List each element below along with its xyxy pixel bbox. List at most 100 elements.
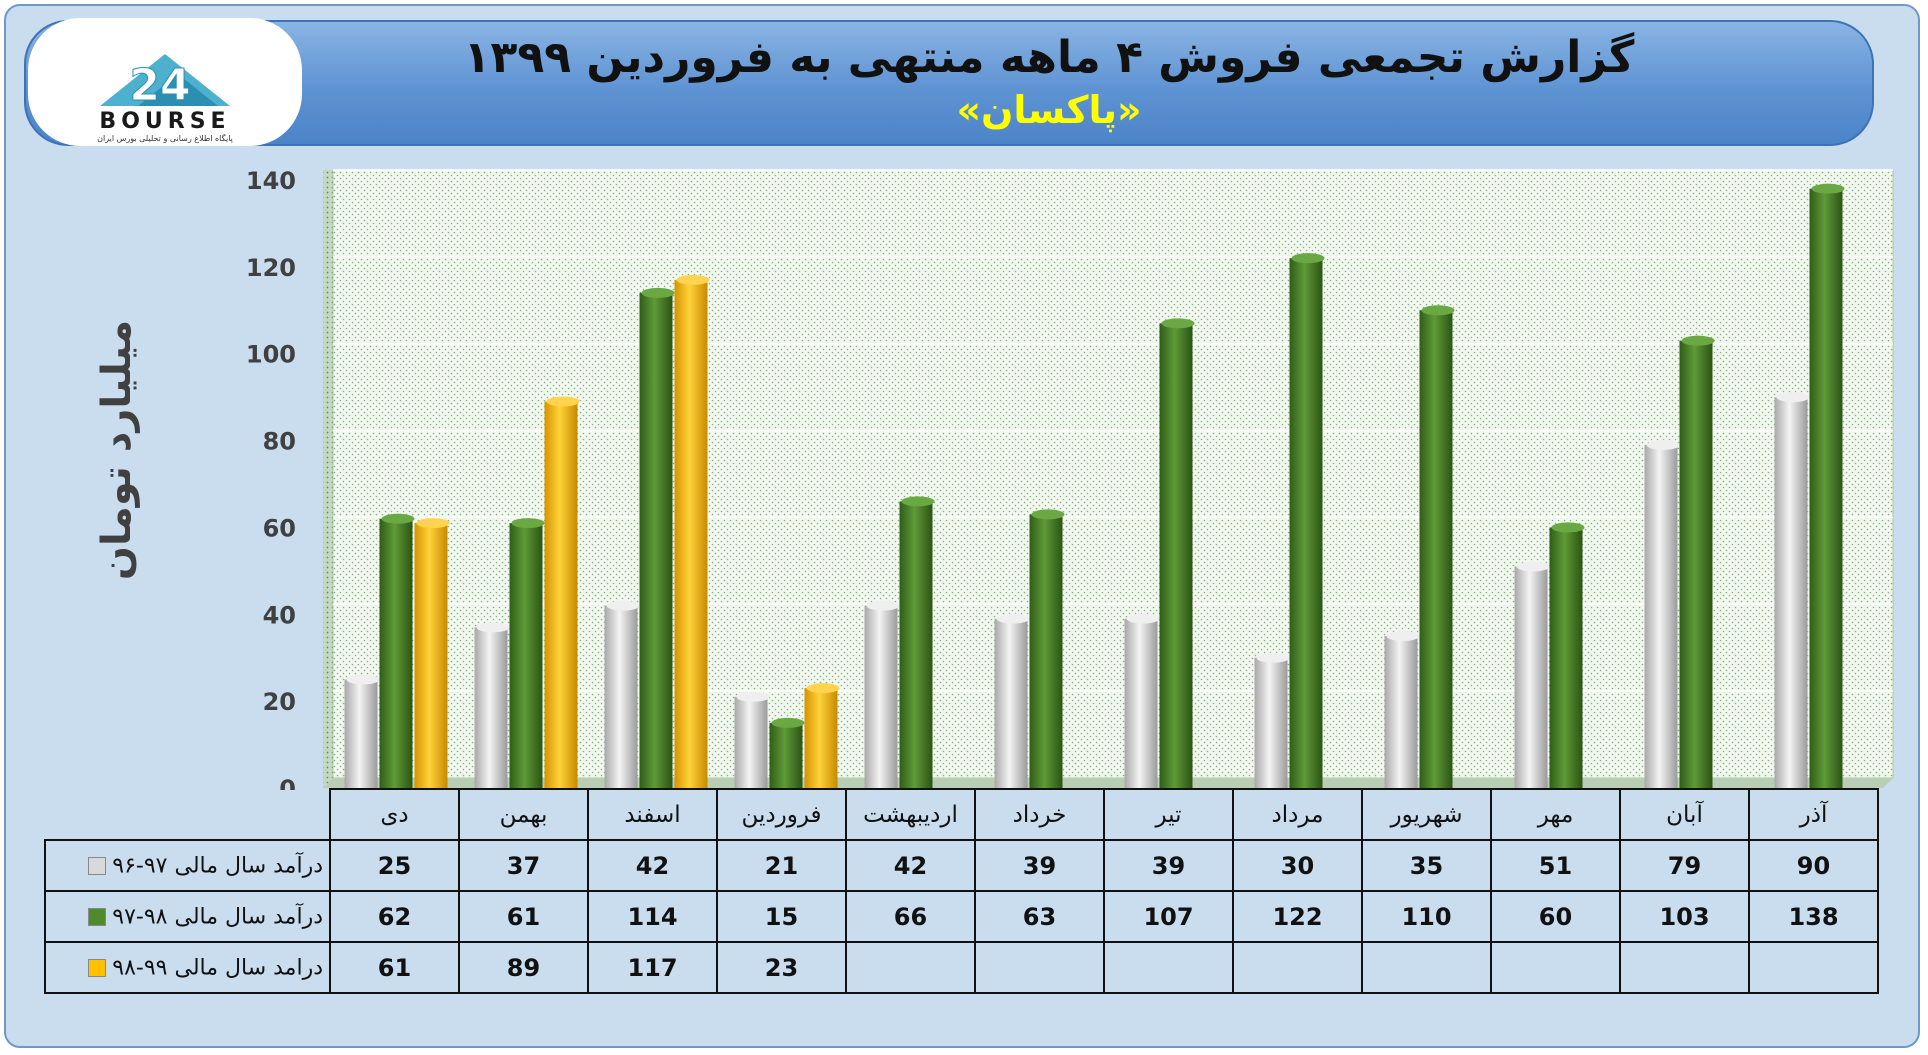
bar-cap: [476, 622, 510, 633]
y-tick-label: 120: [246, 254, 296, 282]
table-cell: 21: [716, 839, 847, 892]
table-corner: [45, 789, 331, 841]
table-cell: [974, 941, 1105, 994]
y-axis-label: میلیارد تومان: [94, 320, 140, 580]
legend-label: درآمد سال مالی ۹۷-۹۶: [112, 853, 323, 879]
table-cell: 15: [716, 890, 847, 943]
bar-cap: [1811, 183, 1845, 194]
table-cell: [1490, 941, 1621, 994]
bar-series-96-97: [994, 618, 1028, 788]
svg-text:24: 24: [129, 60, 190, 111]
bar-series-98-99: [804, 688, 838, 788]
table-month-header: مهر: [1490, 788, 1621, 841]
svg-text:پایگاه اطلاع رسانی و تحلیلی بو: پایگاه اطلاع رسانی و تحلیلی بورس ایران: [97, 133, 233, 143]
y-tick-label: 100: [246, 341, 296, 369]
bar-cap: [1031, 509, 1065, 520]
bar-series-97-98: [1679, 340, 1713, 788]
bar-series-97-98: [1549, 527, 1583, 788]
y-tick-label: 20: [263, 688, 296, 716]
bourse-logo-icon: 24 BOURSE پایگاه اطلاع رسانی و تحلیلی بو…: [97, 54, 233, 143]
table-month-header: شهریور: [1361, 788, 1492, 841]
table-cell: 37: [458, 839, 589, 892]
bar-cap: [606, 600, 640, 611]
chart-side-wall: [323, 170, 333, 788]
table-cell: 79: [1619, 839, 1750, 892]
bar-series-96-97: [1254, 657, 1288, 788]
table-row: درآمد سال مالی ۹۷-۹۶ 25 37 42 21 42 39 39 30 35 51…: [44, 839, 1879, 892]
bar-cap: [676, 274, 710, 285]
legend-label: درآمد سال مالی ۹۸-۹۷: [112, 904, 323, 930]
table-month-header: فروردین: [716, 788, 847, 841]
table-series-label: درآمد سال مالی ۹۷-۹۶: [44, 839, 331, 892]
bar-cap: [511, 518, 545, 529]
bar-series-98-99: [544, 401, 578, 788]
chart-floor: [323, 778, 1893, 788]
bar-series-97-98: [769, 722, 803, 788]
bar-series-96-97: [864, 605, 898, 788]
plot-area: [332, 169, 1894, 779]
table-cell: 39: [1103, 839, 1234, 892]
bar-series-97-98: [1419, 310, 1453, 788]
table-month-header: مرداد: [1232, 788, 1363, 841]
bar-cap: [1551, 522, 1585, 533]
bar-series-97-98: [899, 501, 933, 788]
bar-series-96-97: [1514, 566, 1548, 788]
chart-subtitle: «پاکسان»: [956, 88, 1142, 132]
bar-cap: [736, 691, 770, 702]
table-cell: 103: [1619, 890, 1750, 943]
table-cell: 63: [974, 890, 1105, 943]
bar-cap: [381, 513, 415, 524]
bar-series-97-98: [639, 292, 673, 788]
svg-text:BOURSE: BOURSE: [99, 109, 230, 134]
bar-cap: [416, 518, 450, 529]
table-cell: 122: [1232, 890, 1363, 943]
bar-chart: 0 20 40 60 80 100 120 140: [246, 167, 1894, 790]
table-cell: 39: [974, 839, 1105, 892]
table-cell: 61: [329, 941, 460, 994]
bar-cap: [1776, 392, 1810, 403]
table-header-row: دی بهمن اسفند فروردین اردیبهشت خرداد تیر مرداد ش…: [45, 788, 1879, 841]
y-tick-label: 80: [263, 428, 296, 456]
bar-series-98-99: [414, 523, 448, 788]
table-cell: 30: [1232, 839, 1363, 892]
table-cell: 90: [1748, 839, 1879, 892]
table-month-header: خرداد: [974, 788, 1105, 841]
bar-cap: [1126, 613, 1160, 624]
table-month-header: آبان: [1619, 788, 1750, 841]
bar-series-96-97: [474, 627, 508, 788]
table-cell: 51: [1490, 839, 1621, 892]
bar-cap: [1516, 561, 1550, 572]
table-cell: 110: [1361, 890, 1492, 943]
table-month-header: بهمن: [458, 788, 589, 841]
logo: 24 BOURSE پایگاه اطلاع رسانی و تحلیلی بو…: [28, 18, 302, 146]
bar-series-96-97: [1124, 618, 1158, 788]
table-cell: [1361, 941, 1492, 994]
table-cell: 60: [1490, 890, 1621, 943]
bar-cap: [546, 396, 580, 407]
legend-swatch: [88, 907, 107, 926]
bar-cap: [996, 613, 1030, 624]
table-cell: 89: [458, 941, 589, 994]
bar-cap: [901, 496, 935, 507]
bar-cap: [1681, 335, 1715, 346]
bar-series-96-97: [1644, 444, 1678, 788]
y-tick-label: 0: [279, 775, 296, 790]
table-month-header: اسفند: [587, 788, 718, 841]
bar-cap: [866, 600, 900, 611]
table-cell: 114: [587, 890, 718, 943]
bar-cap: [1646, 439, 1680, 450]
legend-swatch: [88, 856, 107, 875]
table-cell: 138: [1748, 890, 1879, 943]
bar-series-96-97: [344, 679, 378, 788]
table-cell: 35: [1361, 839, 1492, 892]
table-month-header: دی: [329, 788, 460, 841]
bar-cap: [641, 287, 675, 298]
bar-cap: [771, 717, 805, 728]
bar-series-97-98: [379, 518, 413, 788]
table-month-header: اردیبهشت: [845, 788, 976, 841]
bar-series-96-97: [1384, 636, 1418, 788]
bar-series-97-98: [1809, 188, 1843, 788]
table-cell: [1232, 941, 1363, 994]
bar-series-97-98: [509, 523, 543, 788]
y-axis-label-box: میلیارد تومان: [94, 320, 140, 580]
